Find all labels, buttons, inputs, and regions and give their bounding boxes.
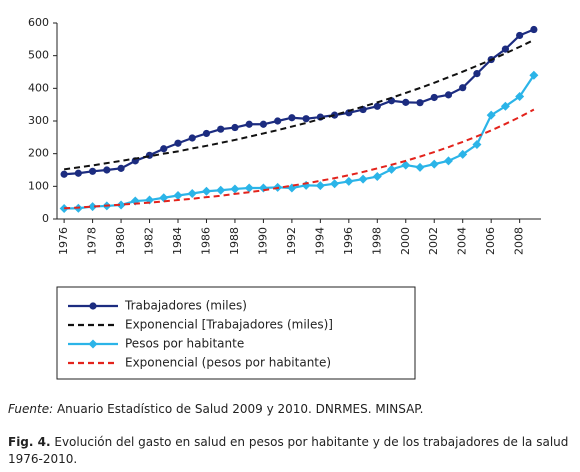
point bbox=[60, 170, 68, 178]
point bbox=[315, 181, 325, 191]
point bbox=[216, 185, 226, 195]
point bbox=[459, 84, 467, 92]
y-tick-label: 100 bbox=[28, 179, 49, 192]
point bbox=[145, 151, 154, 159]
point bbox=[188, 134, 196, 142]
point bbox=[301, 180, 311, 190]
legend-marker bbox=[88, 339, 98, 349]
series-line bbox=[64, 28, 535, 176]
point bbox=[500, 101, 510, 111]
point bbox=[231, 123, 239, 132]
point bbox=[230, 184, 240, 194]
point bbox=[159, 193, 169, 203]
legend-label: Exponencial (pesos por habitante) bbox=[125, 356, 331, 370]
point bbox=[330, 179, 340, 189]
point bbox=[443, 156, 453, 166]
point bbox=[217, 125, 225, 133]
point bbox=[430, 93, 438, 102]
caption-text: Evolución del gasto en salud en pesos po… bbox=[8, 435, 569, 466]
legend-marker bbox=[89, 302, 97, 310]
point bbox=[387, 164, 397, 174]
point bbox=[330, 111, 339, 119]
legend-label: Trabajadores (miles) bbox=[124, 299, 247, 313]
caption-label: Fig. 4. bbox=[8, 435, 51, 449]
point bbox=[516, 31, 524, 40]
x-tick-label: 1976 bbox=[57, 227, 70, 255]
x-tick-label: 1978 bbox=[86, 227, 99, 255]
x-tick-label: 1996 bbox=[342, 227, 355, 255]
source-text: Anuario Estadístico de Salud 2009 y 2010… bbox=[56, 402, 424, 416]
point bbox=[358, 174, 368, 184]
point bbox=[515, 92, 525, 101]
point bbox=[274, 117, 282, 125]
x-tick-label: 2002 bbox=[427, 227, 440, 255]
point bbox=[245, 120, 253, 128]
y-tick-label: 0 bbox=[42, 212, 49, 225]
x-tick-label: 1980 bbox=[114, 227, 127, 255]
legend-label: Pesos por habitante bbox=[125, 337, 244, 351]
y-tick-label: 200 bbox=[28, 147, 49, 160]
point bbox=[344, 176, 354, 186]
point bbox=[116, 200, 126, 210]
point bbox=[74, 169, 82, 177]
point bbox=[160, 145, 168, 153]
point bbox=[302, 115, 310, 123]
series-line bbox=[63, 39, 535, 171]
x-tick-label: 1986 bbox=[199, 227, 212, 255]
x-tick-label: 2008 bbox=[513, 227, 526, 255]
point bbox=[401, 160, 411, 170]
point bbox=[402, 98, 410, 106]
point bbox=[372, 172, 382, 182]
point bbox=[244, 183, 254, 193]
point bbox=[529, 70, 539, 80]
x-tick-label: 1990 bbox=[256, 227, 269, 255]
x-tick-label: 1994 bbox=[313, 227, 326, 255]
point bbox=[59, 204, 69, 214]
point bbox=[88, 167, 97, 175]
y-tick-label: 600 bbox=[28, 16, 49, 29]
x-tick-label: 2000 bbox=[399, 227, 412, 255]
x-tick-label: 1988 bbox=[228, 227, 241, 255]
point bbox=[288, 114, 296, 122]
chart: 0 100 200 300 400 500 600 1976 1978 1980 1982 1984 1… bbox=[28, 16, 541, 380]
legend-box bbox=[56, 286, 416, 380]
point bbox=[88, 202, 98, 212]
y-tick-label: 300 bbox=[28, 114, 49, 127]
point bbox=[202, 129, 211, 138]
point bbox=[416, 99, 424, 107]
point bbox=[174, 139, 182, 147]
point bbox=[117, 164, 125, 172]
y-tick-label: 500 bbox=[28, 49, 49, 62]
point bbox=[473, 70, 481, 78]
point bbox=[458, 149, 468, 159]
legend-label: Exponencial [Trabajadores (miles)] bbox=[125, 318, 333, 332]
point bbox=[173, 190, 183, 200]
point bbox=[415, 162, 425, 172]
point bbox=[429, 159, 439, 169]
x-tick-label: 2006 bbox=[484, 227, 497, 255]
series-line bbox=[64, 74, 535, 210]
point bbox=[486, 110, 496, 120]
source-label: Fuente: bbox=[8, 402, 54, 416]
point bbox=[472, 140, 482, 150]
point bbox=[201, 186, 211, 196]
x-tick-label: 1982 bbox=[143, 227, 156, 255]
caption: Fig. 4. Evolución del gasto en salud en … bbox=[8, 434, 580, 468]
point bbox=[187, 189, 197, 199]
x-tick-label: 2004 bbox=[456, 227, 469, 255]
point bbox=[530, 25, 538, 34]
point bbox=[501, 45, 510, 53]
point bbox=[373, 102, 381, 110]
y-tick-label: 400 bbox=[28, 81, 49, 94]
source: Fuente: Anuario Estadístico de Salud 200… bbox=[8, 402, 423, 416]
point bbox=[259, 120, 268, 128]
x-tick-label: 1992 bbox=[285, 227, 298, 255]
point bbox=[103, 166, 111, 174]
x-tick-label: 1998 bbox=[370, 227, 383, 255]
point bbox=[444, 91, 453, 99]
x-tick-label: 1984 bbox=[171, 227, 184, 255]
